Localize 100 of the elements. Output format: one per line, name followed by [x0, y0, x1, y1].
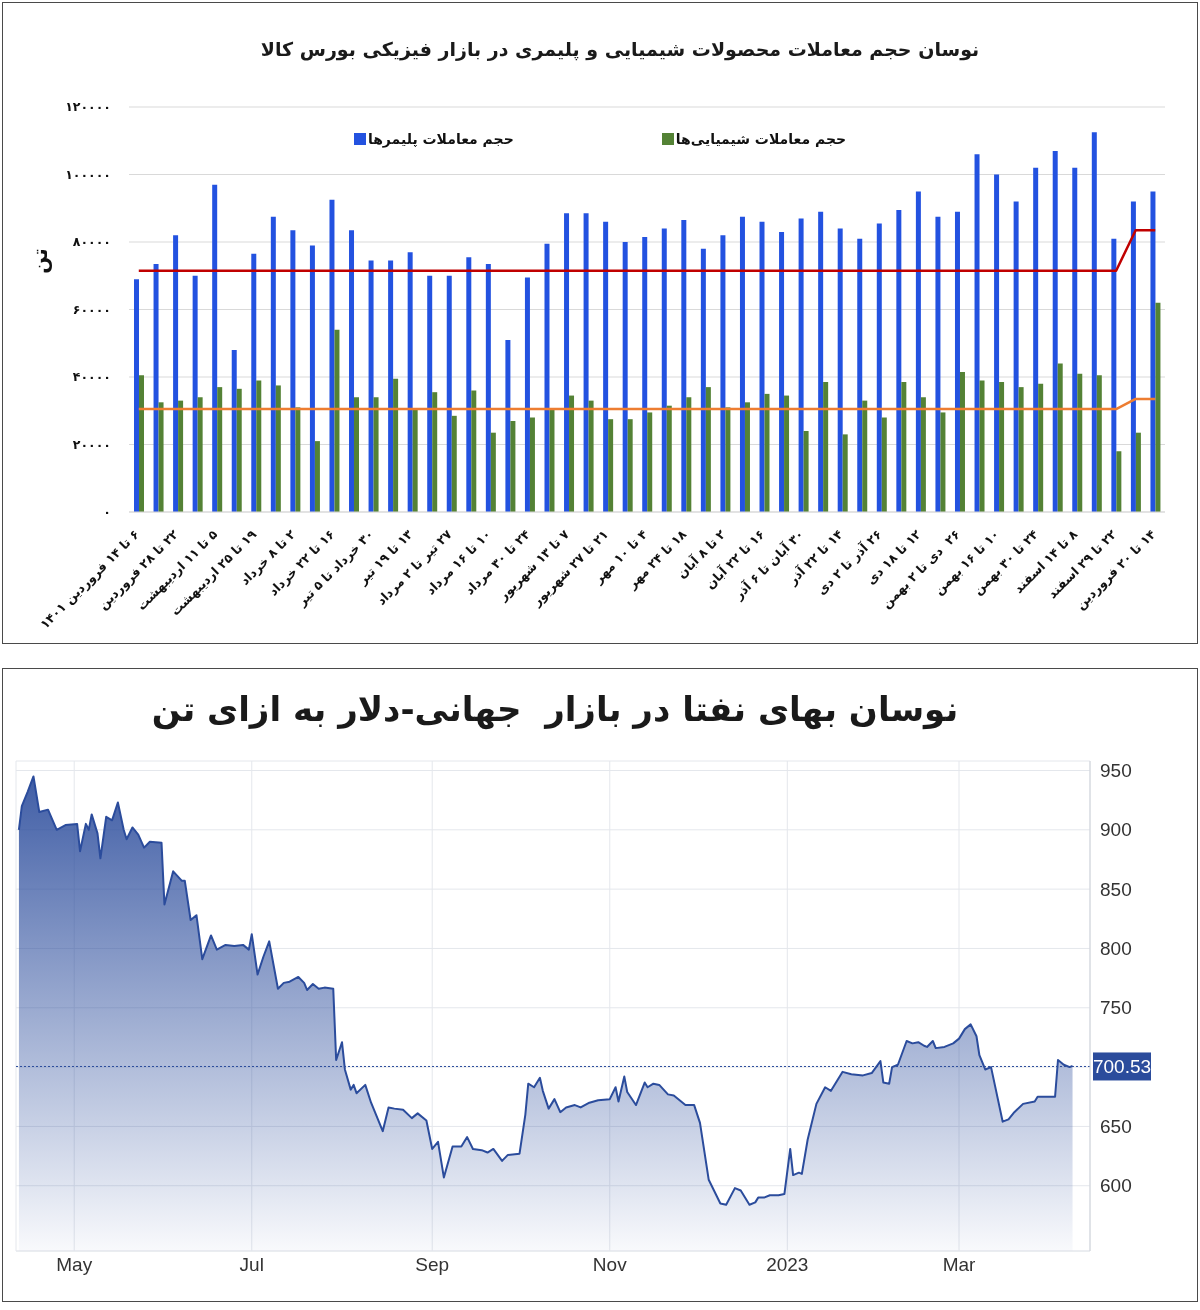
bar [270, 216, 276, 512]
bar [139, 375, 144, 512]
y-tick-label: ۱۲۰۰۰۰ [65, 99, 111, 115]
bar [236, 388, 242, 512]
bar [1091, 132, 1097, 512]
bar [857, 238, 863, 512]
bar [349, 230, 355, 512]
bar [134, 279, 139, 512]
bar [686, 397, 692, 512]
bar [837, 228, 843, 512]
bar [744, 402, 750, 512]
bar [569, 395, 575, 512]
bar [842, 434, 848, 512]
bar [329, 199, 335, 512]
bar [1130, 201, 1136, 512]
bar [485, 263, 491, 512]
bar [451, 415, 457, 512]
bar [354, 397, 360, 512]
bar [1116, 451, 1122, 512]
bar [524, 277, 530, 512]
bar [588, 400, 594, 512]
bar [959, 371, 965, 512]
bar [779, 231, 785, 512]
bar [935, 216, 941, 512]
bar [309, 245, 315, 512]
bar [627, 419, 633, 512]
bar [490, 432, 496, 512]
bar [979, 380, 985, 512]
x-tick-label: 2023 [766, 1254, 809, 1276]
bar [622, 242, 628, 512]
bar [725, 407, 731, 512]
bar [896, 209, 902, 512]
bar [1033, 167, 1039, 512]
bar [1057, 363, 1063, 512]
bar [314, 441, 320, 512]
bar [940, 412, 946, 512]
bar [642, 236, 648, 512]
bar [784, 395, 790, 512]
bar [412, 409, 418, 512]
y-tick-label: 650 [1100, 1116, 1132, 1138]
y-tick-label: ۶۰۰۰۰ [72, 301, 111, 317]
bar [862, 400, 868, 512]
bar [759, 221, 765, 512]
y-tick-label: 600 [1100, 1175, 1132, 1197]
y-tick-label: 750 [1100, 997, 1132, 1019]
bar [388, 260, 394, 512]
bar [603, 221, 609, 512]
bar [681, 220, 687, 512]
bar [549, 409, 555, 512]
bar [915, 191, 921, 512]
bar [275, 385, 281, 512]
bar [290, 230, 296, 512]
bar [739, 216, 745, 512]
y-tick-label: 950 [1100, 760, 1132, 782]
bar [564, 213, 570, 512]
bar [334, 329, 340, 512]
bar [197, 397, 203, 512]
bar [1096, 375, 1102, 512]
bar [666, 405, 672, 512]
x-tick-label: Nov [592, 1254, 628, 1276]
bar [158, 402, 164, 512]
bar [505, 339, 511, 512]
bar [466, 257, 472, 512]
bar [1150, 191, 1156, 512]
x-tick-label: Jul [239, 1254, 264, 1276]
bar [192, 275, 198, 512]
bar [231, 350, 237, 512]
bar [954, 211, 960, 512]
y-tick-label: ۱۰۰۰۰۰ [65, 166, 111, 182]
bar [608, 419, 614, 512]
bar [153, 263, 159, 512]
bar [823, 382, 829, 512]
x-tick-label: May [56, 1254, 93, 1276]
bar [1135, 432, 1141, 512]
bar [583, 213, 589, 512]
bar [920, 397, 926, 512]
bar [1072, 167, 1078, 512]
bar [1038, 383, 1044, 512]
bar [1155, 302, 1161, 512]
y-tick-label: ۰ [103, 504, 111, 520]
bar [661, 228, 667, 512]
y-tick-label: 850 [1100, 878, 1132, 900]
bar [876, 223, 882, 512]
bar [373, 397, 379, 512]
bar [178, 400, 184, 512]
y-tick-label: 800 [1100, 938, 1132, 960]
bar [256, 380, 262, 512]
y-tick-label: ۴۰۰۰۰ [72, 369, 111, 385]
bar [1111, 238, 1117, 512]
bar [705, 387, 711, 512]
bar [720, 235, 726, 512]
chart-title: نوسان حجم معاملات محصولات شیمیایی و پلیمری در بازار فیزیکی بورس کالا [259, 38, 981, 61]
bar [818, 211, 824, 512]
bar [393, 378, 399, 512]
bar [764, 393, 770, 512]
bar [1013, 201, 1019, 512]
bar [173, 235, 179, 512]
y-tick-label: ۲۰۰۰۰ [72, 436, 111, 452]
bar [1018, 387, 1024, 512]
legend-label: حجم معاملات پلیمرها [367, 131, 514, 147]
